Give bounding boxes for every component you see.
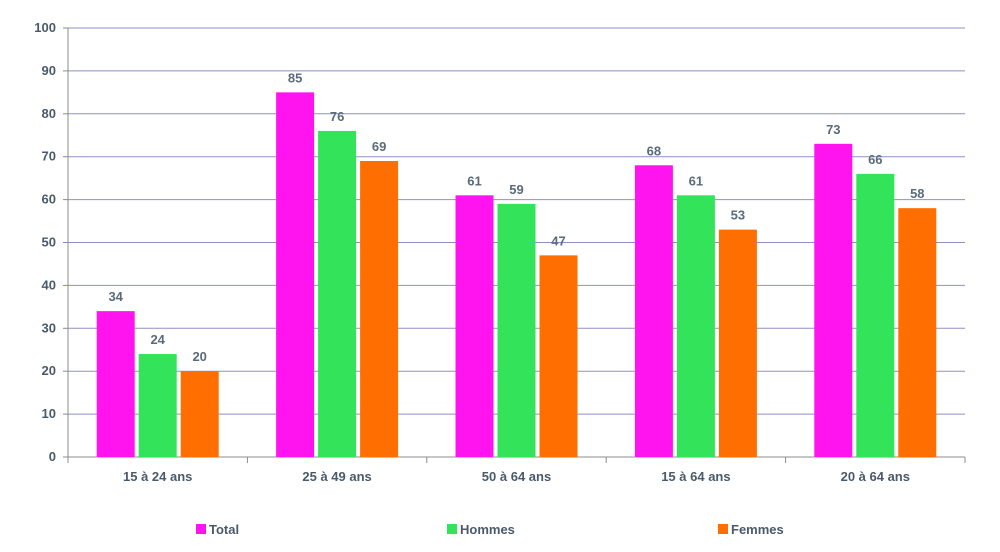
data-label: 61 bbox=[467, 173, 481, 188]
data-label: 66 bbox=[868, 152, 882, 167]
bar-total bbox=[814, 143, 853, 457]
y-tick-label: 50 bbox=[42, 235, 56, 250]
bar-hommes bbox=[497, 203, 536, 457]
y-tick-label: 10 bbox=[42, 406, 56, 421]
bar-hommes bbox=[318, 130, 357, 457]
data-label: 76 bbox=[330, 109, 344, 124]
data-labels: 34 24 20 85 76 69 61 59 47 68 61 53 73 66 58 bbox=[108, 70, 924, 364]
x-tick-label: 20 à 64 ans bbox=[841, 469, 910, 484]
data-label: 20 bbox=[192, 349, 206, 364]
data-label: 69 bbox=[372, 139, 386, 154]
data-label: 24 bbox=[150, 332, 165, 347]
bar-femmes bbox=[898, 208, 937, 457]
x-tick-label: 50 à 64 ans bbox=[482, 469, 551, 484]
y-axis: 0 10 20 30 40 50 60 70 80 90 100 bbox=[34, 20, 69, 464]
y-tick-label: 30 bbox=[42, 320, 56, 335]
y-tick-label: 80 bbox=[42, 106, 56, 121]
y-tick-label: 70 bbox=[42, 149, 56, 164]
legend-label-femmes: Femmes bbox=[731, 522, 784, 537]
y-tick-label: 20 bbox=[42, 363, 56, 378]
data-label: 85 bbox=[288, 70, 302, 85]
x-tick-label: 25 à 49 ans bbox=[302, 469, 371, 484]
legend-swatch-femmes bbox=[718, 524, 728, 534]
data-label: 68 bbox=[647, 143, 661, 158]
x-tick-label: 15 à 64 ans bbox=[661, 469, 730, 484]
legend-label-hommes: Hommes bbox=[460, 522, 515, 537]
y-tick-label: 40 bbox=[42, 277, 56, 292]
bar-total bbox=[276, 92, 315, 457]
bar-total bbox=[96, 311, 135, 457]
bar-femmes bbox=[360, 160, 399, 458]
y-tick-label: 100 bbox=[34, 20, 56, 35]
data-label: 58 bbox=[910, 186, 924, 201]
x-tick-label: 15 à 24 ans bbox=[123, 469, 192, 484]
bar-femmes bbox=[539, 255, 578, 457]
bar-femmes bbox=[180, 371, 219, 457]
legend-label-total: Total bbox=[209, 522, 239, 537]
data-label: 34 bbox=[108, 289, 123, 304]
legend-swatch-total bbox=[196, 524, 206, 534]
data-label: 73 bbox=[826, 122, 840, 137]
bar-total bbox=[455, 195, 494, 457]
bar-hommes bbox=[676, 195, 715, 457]
data-label: 47 bbox=[551, 233, 565, 248]
legend: Total Hommes Femmes bbox=[196, 522, 784, 537]
bar-hommes bbox=[856, 173, 895, 458]
bar-femmes bbox=[718, 229, 757, 457]
y-tick-label: 90 bbox=[42, 63, 56, 78]
y-tick-label: 60 bbox=[42, 192, 56, 207]
data-label: 59 bbox=[509, 182, 523, 197]
bar-total bbox=[634, 165, 673, 457]
bar-hommes bbox=[138, 354, 177, 457]
x-axis: 15 à 24 ans 25 à 49 ans 50 à 64 ans 15 à 64… bbox=[67, 456, 966, 484]
bars bbox=[96, 92, 937, 458]
y-tick-label: 0 bbox=[49, 449, 56, 464]
data-label: 53 bbox=[731, 208, 745, 223]
legend-swatch-hommes bbox=[447, 524, 457, 534]
data-label: 61 bbox=[689, 173, 703, 188]
